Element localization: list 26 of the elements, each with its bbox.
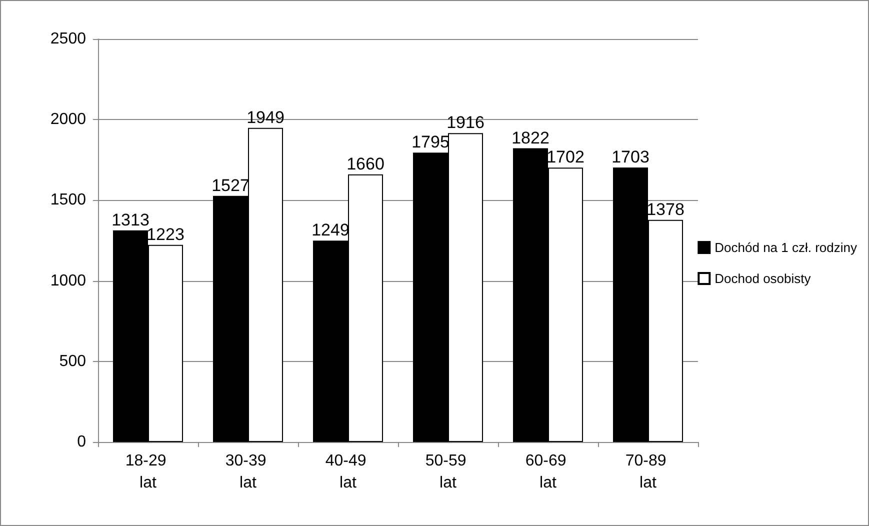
data-label: 1916 [446, 113, 484, 132]
y-tick-label: 0 [77, 434, 86, 450]
data-label: 1660 [346, 154, 384, 174]
legend-label: Dochód na 1 czł. rodziny [714, 240, 858, 255]
data-label: 1313 [112, 210, 150, 230]
data-label: 1702 [546, 148, 584, 167]
data-label: 1703 [612, 147, 650, 166]
y-tick-label: 1000 [50, 272, 86, 290]
y-tick-label: 500 [59, 352, 86, 370]
data-label: 1378 [646, 200, 684, 219]
data-label: 1949 [246, 108, 284, 127]
y-tick-label: 2000 [50, 111, 86, 128]
x-tick-label: 70-89 lat [625, 452, 671, 492]
x-tick-label: 50-59 lat [425, 452, 471, 492]
y-tick-label: 1500 [50, 192, 86, 209]
x-tick-label: 40-49 lat [325, 452, 371, 492]
data-label: 1527 [212, 176, 250, 195]
data-label: 1822 [512, 128, 550, 148]
x-tick-label: 60-69 lat [525, 452, 571, 492]
legend-label: Dochod osobisty [714, 271, 812, 286]
x-tick-label: 18-29 lat [125, 452, 171, 492]
data-label: 1223 [146, 224, 184, 244]
y-tick-label: 2500 [50, 30, 86, 48]
data-label: 1795 [412, 132, 450, 152]
x-tick-label: 30-39 lat [225, 452, 271, 492]
data-label: 1249 [312, 220, 350, 240]
